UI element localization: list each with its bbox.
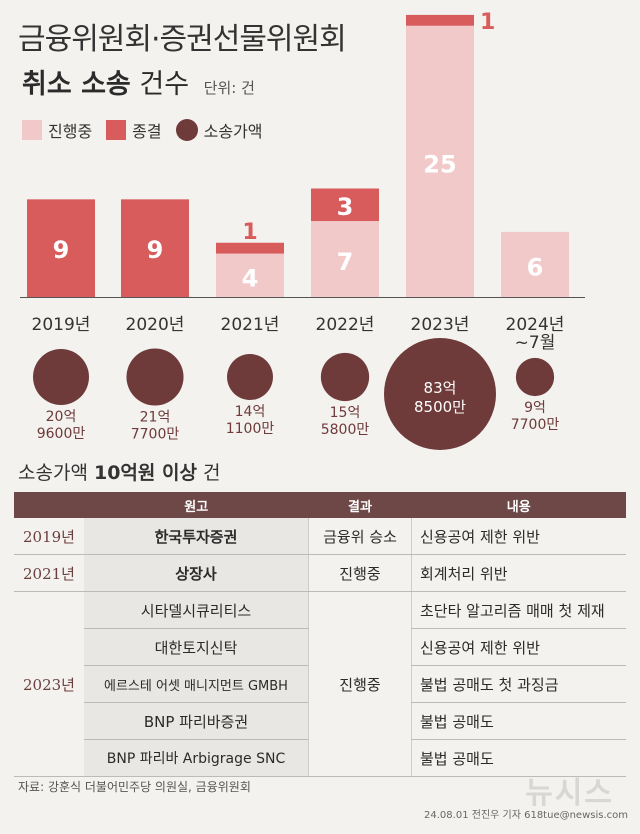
bar-value-concluded: 9: [147, 236, 164, 264]
amount-label: 1100만: [226, 421, 275, 437]
row-result: 금융위 승소: [308, 518, 412, 555]
bar-concluded: [216, 242, 284, 254]
row-year: 2019년: [14, 518, 84, 555]
table-header-plaintiff: 원고: [84, 492, 309, 518]
title-line1: 금융위원회·증권선물위원회: [18, 22, 347, 57]
bar-value-concluded: 1: [480, 10, 495, 35]
bar-concluded: [27, 199, 95, 297]
amount-circle: [227, 354, 273, 400]
row-content: 불법 공매도: [411, 739, 626, 777]
row-year: 2023년: [14, 591, 84, 777]
amount-label: 9600만: [37, 426, 86, 442]
bar-chart: 92019년20억9600만92020년21억7700만412021년14억11…: [20, 10, 585, 450]
bar-concluded: [406, 14, 474, 26]
amount-label: 21억: [140, 410, 171, 426]
row-content: 초단타 알고리즘 매매 첫 제재: [411, 591, 626, 629]
bar-value-in-progress: 25: [423, 150, 456, 178]
table-header-result: 결과: [308, 492, 412, 518]
row-content: 회계처리 위반: [411, 554, 626, 592]
amount-circle: [320, 352, 370, 402]
table-row: BNP 파리바 Arbigrage SNC 불법 공매도: [14, 739, 626, 777]
table-subtitle: 소송가액 10억원 이상 건: [18, 458, 220, 485]
bar-value-concluded: 1: [242, 220, 257, 245]
bar-value-concluded: 9: [53, 236, 70, 264]
amount-label: 7700만: [131, 427, 180, 443]
row-year: 2021년: [14, 554, 84, 592]
table-header-row: 원고 결과 내용: [14, 492, 626, 518]
bar-in-progress: [406, 25, 474, 297]
table-subtitle-suffix: 건: [203, 462, 221, 484]
legend: 진행중 종결 소송가액: [22, 118, 277, 142]
amount-circle: [384, 338, 496, 450]
title-light: 건수: [139, 69, 190, 100]
amount-label: 20억: [46, 409, 77, 425]
row-content: 불법 공매도 첫 과징금: [411, 665, 626, 703]
category-label: 2020년: [126, 315, 185, 335]
amount-label: 5800만: [321, 422, 370, 438]
row-result: 진행중: [308, 591, 412, 777]
amount-label: 8500만: [414, 398, 466, 416]
legend-in-progress: 진행중: [22, 118, 92, 142]
amount-circle: [515, 357, 555, 397]
amount-label: 83억: [424, 379, 457, 397]
amount-circle: [33, 349, 89, 405]
row-content: 불법 공매도: [411, 702, 626, 740]
table-header-year: [14, 492, 84, 518]
bar-concluded: [311, 188, 379, 222]
bar-value-concluded: 3: [337, 193, 354, 221]
legend-amount: 소송가액: [175, 118, 263, 142]
table-row: 2021년 상장사 진행중 회계처리 위반: [14, 554, 626, 592]
amount-circle: [126, 348, 184, 406]
amount-label: 15억: [330, 405, 361, 421]
row-plaintiff: 시타델시큐리티스: [84, 591, 309, 629]
legend-label-in-progress: 진행중: [48, 122, 93, 141]
amount-label: 14억: [235, 404, 266, 420]
bar-in-progress: [311, 221, 379, 297]
newsis-watermark: 뉴시스: [525, 776, 614, 811]
row-plaintiff: BNP 파리바 Arbigrage SNC: [84, 739, 309, 777]
table-header-content: 내용: [411, 492, 626, 518]
table-row: BNP 파리바증권 불법 공매도: [14, 702, 626, 740]
row-plaintiff: 상장사: [84, 554, 309, 592]
legend-label-concluded: 종결: [132, 122, 162, 141]
source-note: 자료: 강훈식 더불어민주당 의원실, 금융위원회: [18, 780, 251, 794]
amount-label: 9억: [524, 400, 546, 416]
table-row: 2019년 한국투자증권 금융위 승소 신용공여 제한 위반: [14, 518, 626, 555]
credit-line: 24.08.01 전진우 기자 618tue@newsis.com: [424, 810, 628, 821]
amount-label: 7700만: [511, 417, 560, 433]
bar-value-in-progress: 7: [337, 248, 354, 276]
category-label: 2024년: [506, 315, 565, 335]
bar-in-progress: [216, 253, 284, 297]
row-plaintiff: 한국투자증권: [84, 518, 309, 555]
unit-label: 단위: 건: [203, 79, 255, 97]
category-label: 2022년: [316, 315, 375, 335]
bar-in-progress: [501, 231, 569, 297]
row-plaintiff: BNP 파리바증권: [84, 702, 309, 740]
row-content: 신용공여 제한 위반: [411, 518, 626, 555]
bar-value-in-progress: 6: [527, 253, 544, 281]
category-label: 2023년: [411, 315, 470, 335]
bar-concluded: [121, 199, 189, 297]
table-row: 대한토지신탁 신용공여 제한 위반: [14, 628, 626, 666]
legend-concluded: 종결: [106, 118, 162, 142]
lawsuit-table: 원고 결과 내용 2019년 한국투자증권 금융위 승소 신용공여 제한 위반 …: [14, 492, 626, 777]
title-bold: 취소 소송: [22, 69, 131, 100]
table-subtitle-bold: 10억원 이상: [93, 462, 197, 484]
legend-label-amount: 소송가액: [203, 122, 263, 141]
row-plaintiff: 에르스테 어셋 매니지먼트 GMBH: [84, 665, 309, 703]
table-row: 2023년 시타델시큐리티스 진행중 초단타 알고리즘 매매 첫 제재: [14, 591, 626, 777]
title-line2: 취소 소송 건수 단위: 건: [22, 62, 255, 101]
bar-value-in-progress: 4: [242, 264, 259, 292]
category-label: ~7월: [515, 333, 556, 353]
category-label: 2021년: [221, 315, 280, 335]
table-row: 에르스테 어셋 매니지먼트 GMBH 불법 공매도 첫 과징금: [14, 665, 626, 703]
row-content: 신용공여 제한 위반: [411, 628, 626, 666]
legend-swatch-in-progress: [22, 120, 42, 140]
legend-dot-amount: [175, 119, 198, 141]
category-label: 2019년: [32, 315, 91, 335]
row-result: 진행중: [308, 554, 412, 592]
legend-swatch-concluded: [106, 120, 127, 140]
table-subtitle-prefix: 소송가액: [18, 462, 88, 484]
row-plaintiff: 대한토지신탁: [84, 628, 309, 666]
